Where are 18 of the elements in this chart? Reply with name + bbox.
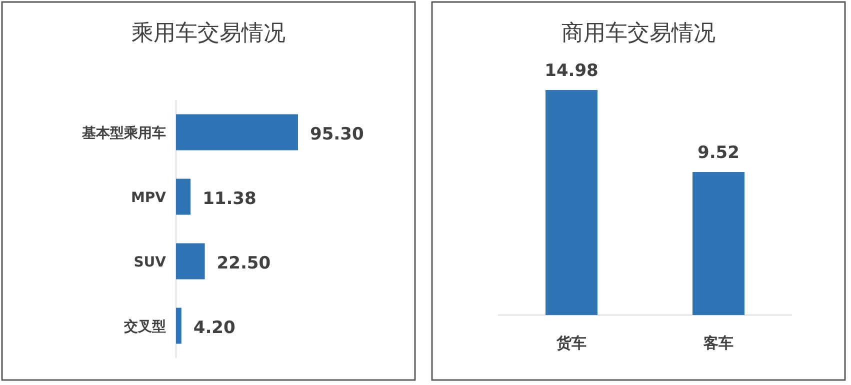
bar [176,308,182,344]
y-tick-label: 基本型乘用车 [81,124,166,142]
x-tick-label: 客车 [702,334,734,352]
data-label: 95.30 [310,124,364,144]
y-tick-label: SUV [134,254,166,270]
y-tick-label: MPV [130,190,166,206]
data-label: 14.98 [544,61,598,81]
y-tick-label: 交叉型 [123,318,166,335]
data-label: 4.20 [193,318,236,338]
data-label: 9.52 [698,143,740,164]
bar [176,243,205,280]
chart-title: 乘用车交易情况 [132,21,286,46]
x-tick-label: 货车 [556,334,586,352]
bar [176,178,191,215]
data-label: 22.50 [216,253,271,274]
chart-title: 商用车交易情况 [562,21,716,46]
data-label: 11.38 [202,188,256,209]
bar [176,114,298,150]
